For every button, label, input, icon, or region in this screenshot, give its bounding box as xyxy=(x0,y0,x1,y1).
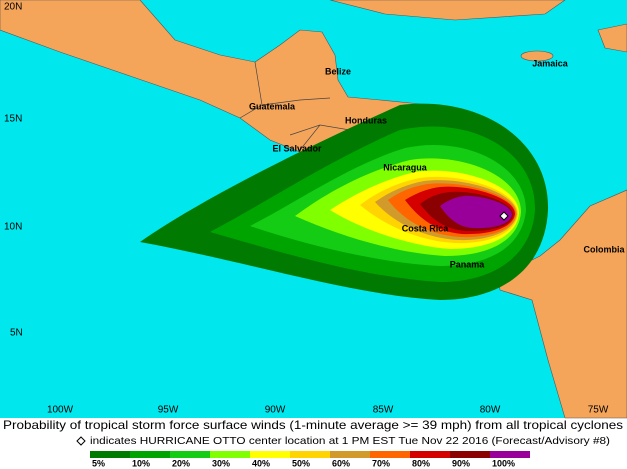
legend-swatch xyxy=(170,451,210,458)
land-south-america xyxy=(496,189,627,419)
legend-swatch xyxy=(250,451,290,458)
legend: 5% 10% 20% 30% 40% 50% 60% 70% 80% 90% 100% xyxy=(90,451,530,468)
legend-swatch xyxy=(370,451,410,458)
lon-label: 75W xyxy=(588,405,609,416)
legend-swatch xyxy=(290,451,330,458)
lat-label: 15N xyxy=(4,114,22,125)
land-cuba xyxy=(329,0,566,21)
place-label: Honduras xyxy=(345,115,387,125)
legend-label: 90% xyxy=(452,458,470,468)
place-label: Nicaragua xyxy=(383,162,428,172)
lon-label: 100W xyxy=(47,405,74,416)
legend-swatch xyxy=(210,451,250,458)
caption-title: Probability of tropical storm force surf… xyxy=(3,418,623,432)
legend-label: 100% xyxy=(492,458,515,468)
legend-swatch xyxy=(490,451,530,458)
lon-label: 80W xyxy=(480,405,501,416)
probability-contours xyxy=(140,103,549,300)
lat-label: 20N xyxy=(4,2,22,13)
legend-swatch xyxy=(450,451,490,458)
map: 20N 15N 10N 5N 100W 95W 90W 85W 80W 75W … xyxy=(0,0,627,419)
lat-label: 10N xyxy=(4,222,22,233)
contour xyxy=(440,195,512,229)
legend-swatch xyxy=(130,451,170,458)
lon-label: 90W xyxy=(265,405,286,416)
legend-swatch xyxy=(410,451,450,458)
storm-center-symbol xyxy=(76,436,86,446)
place-label: Panama xyxy=(450,259,486,269)
lat-label: 5N xyxy=(10,328,23,339)
lon-label: 95W xyxy=(158,405,179,416)
legend-label: 60% xyxy=(332,458,350,468)
legend-label: 5% xyxy=(92,458,105,468)
place-label: Costa Rica xyxy=(402,223,450,233)
place-label: Colombia xyxy=(583,244,625,254)
place-label: Jamaica xyxy=(532,58,569,68)
legend-swatch xyxy=(330,451,370,458)
storm-center xyxy=(499,211,509,221)
place-label: Belize xyxy=(325,66,351,76)
legend-label: 40% xyxy=(252,458,270,468)
land-hispaniola xyxy=(597,23,627,53)
legend-label: 50% xyxy=(292,458,310,468)
lon-label: 85W xyxy=(373,405,394,416)
legend-swatch xyxy=(90,451,130,458)
place-label: Guatemala xyxy=(249,101,296,111)
land-jamaica xyxy=(520,50,554,62)
legend-label: 20% xyxy=(172,458,190,468)
legend-label: 30% xyxy=(212,458,230,468)
caption-note: indicates HURRICANE OTTO center location… xyxy=(90,435,610,447)
legend-label: 80% xyxy=(412,458,430,468)
place-label: El Salvador xyxy=(272,143,322,153)
legend-label: 70% xyxy=(372,458,390,468)
legend-label: 10% xyxy=(132,458,150,468)
